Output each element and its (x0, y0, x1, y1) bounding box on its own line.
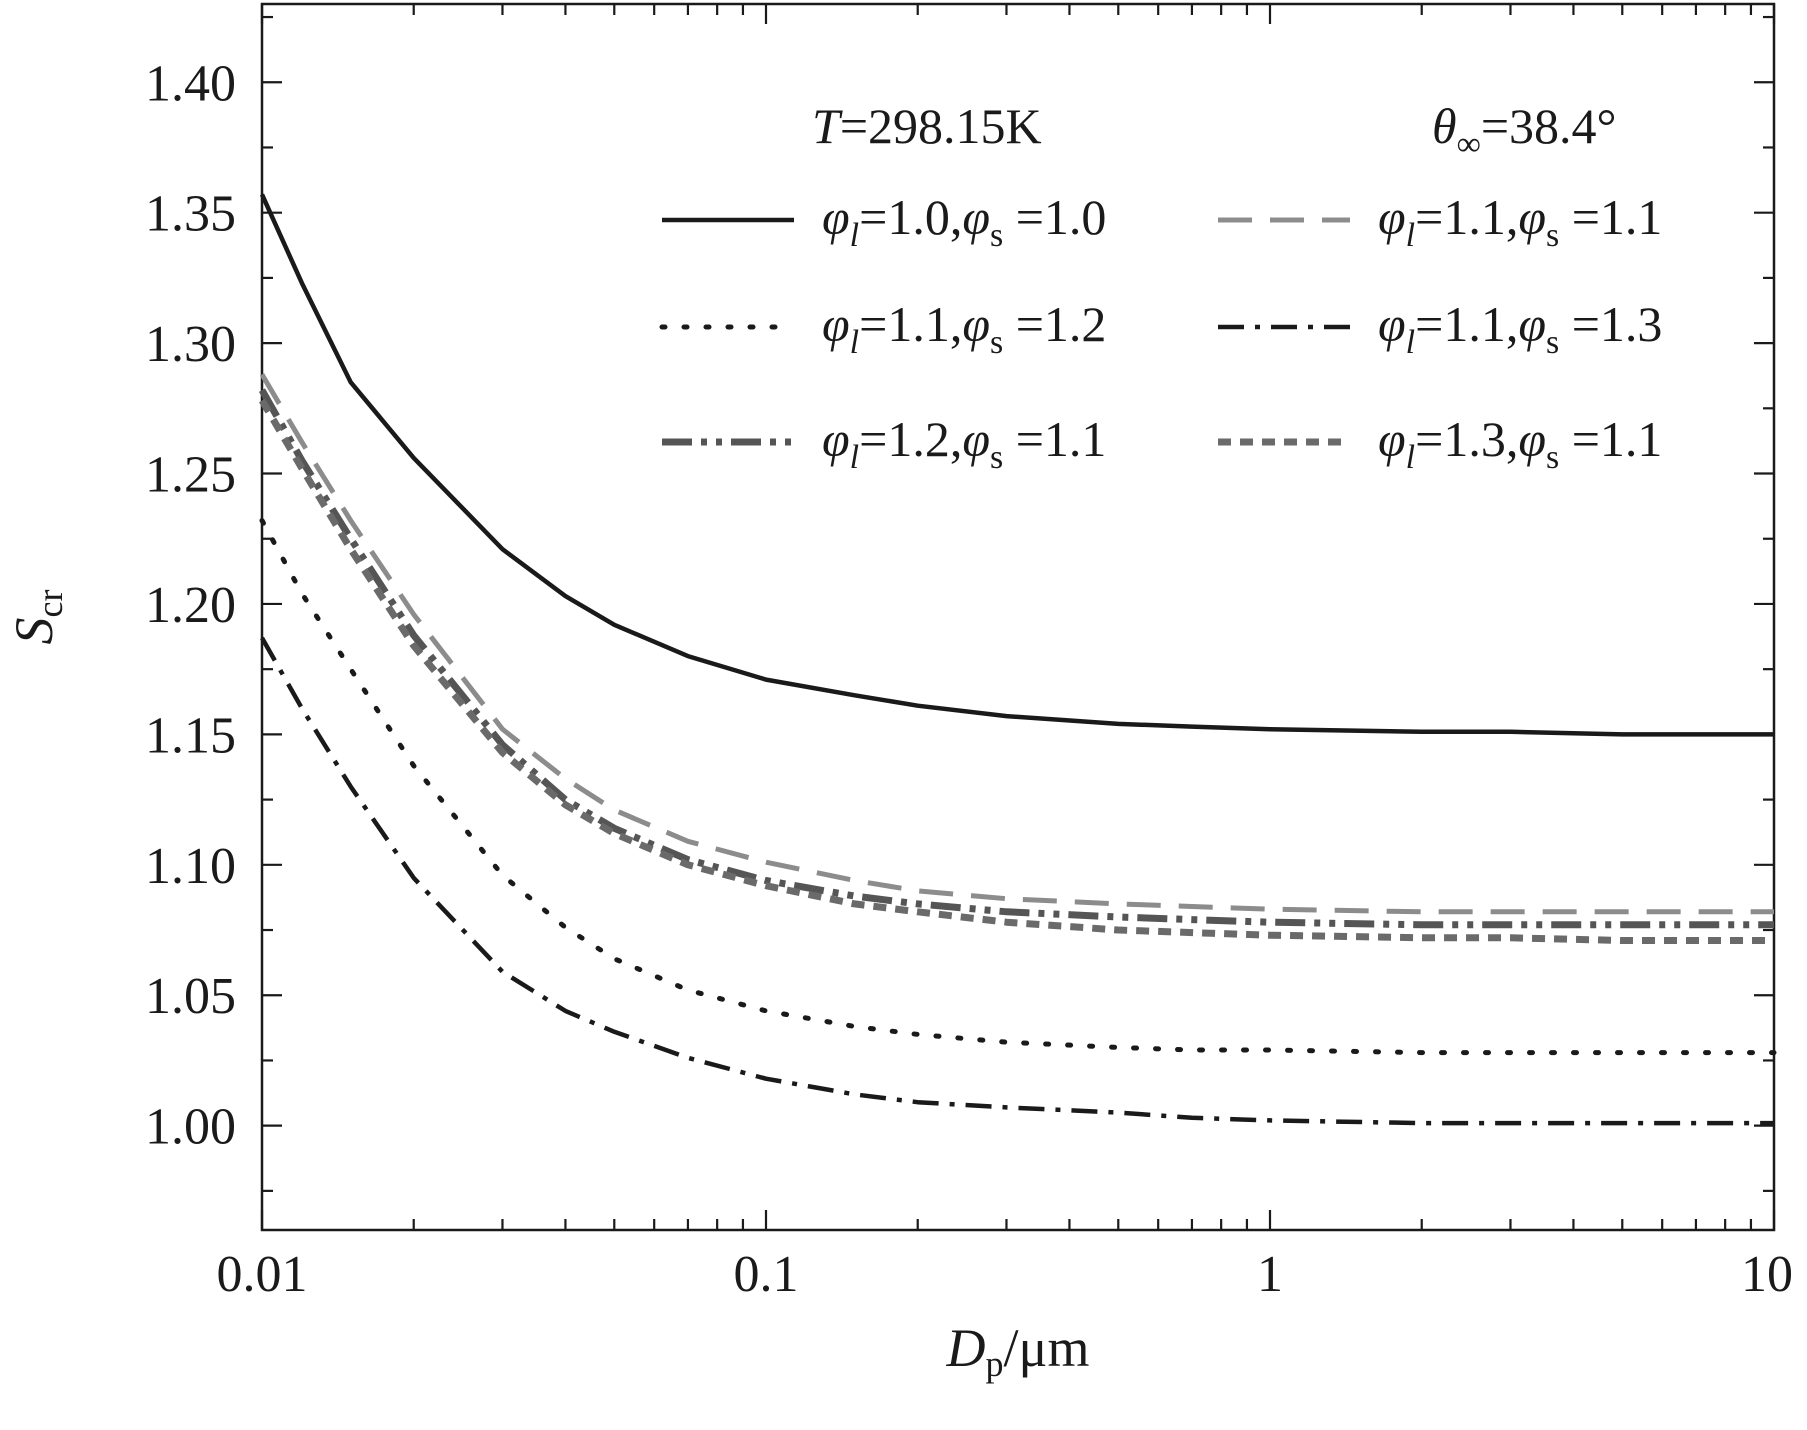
legend-label-part: s (990, 439, 1003, 476)
series-line-5 (258, 388, 1774, 929)
legend-label: φl=1.3,φs =1.1 (1378, 411, 1662, 476)
legend-item: φl=1.1,φs =1.3 (1218, 296, 1662, 361)
y-tick-label: 1.10 (145, 838, 236, 895)
legend-label-part: =1.1, (1415, 189, 1518, 245)
legend-label-part: φ (1378, 296, 1406, 352)
plot-frame (260, 2, 1776, 1232)
legend-label-part: l (1406, 439, 1415, 476)
legend-label-part: φ (1518, 296, 1546, 352)
y-tick-label: 1.30 (145, 316, 236, 373)
legend-label: φl=1.0,φs =1.0 (822, 189, 1106, 254)
x-axis-title-rest: /μm (1004, 1318, 1090, 1378)
legend-item: φl=1.1,φs =1.1 (1218, 189, 1662, 254)
series-line-4 (260, 636, 1774, 1126)
legend-label-part: =1.1 (1559, 411, 1662, 467)
legend-label: φl=1.2,φs =1.1 (822, 411, 1106, 476)
legend-label-part: φ (962, 296, 990, 352)
annotation-angle-symbol: θ (1432, 98, 1457, 154)
legend-item: φl=1.0,φs =1.0 (662, 189, 1106, 254)
x-tick-label: 0.01 (217, 1246, 308, 1303)
axis-ticks (260, 4, 1776, 1230)
legend-label-part: φ (962, 411, 990, 467)
legend-label-part: =1.1 (1559, 189, 1662, 245)
y-tick-label: 1.00 (145, 1099, 236, 1156)
annotation-angle-sub: ∞ (1457, 126, 1481, 163)
legend-item: φl=1.3,φs =1.1 (1218, 411, 1662, 476)
legend-label-part: φ (822, 189, 850, 245)
y-tick-label: 1.20 (145, 577, 236, 634)
legend-label-part: φ (1378, 189, 1406, 245)
legend-label-part: l (850, 324, 859, 361)
legend-label-part: l (1406, 324, 1415, 361)
legend-label-part: l (850, 217, 859, 254)
y-axis-title-main: S (4, 617, 64, 644)
legend-label-part: =1.3 (1559, 296, 1662, 352)
legend-label-part: φ (1518, 411, 1546, 467)
legend-label: φl=1.1,φs =1.1 (1378, 189, 1662, 254)
series-line-3 (259, 518, 1777, 1056)
legend-label-part: s (1546, 324, 1559, 361)
x-tick-label: 0.1 (734, 1246, 799, 1303)
x-axis-title: Dp/μm (946, 1318, 1090, 1384)
annotation-temperature-symbol: T (812, 98, 843, 154)
legend-item: φl=1.1,φs =1.2 (659, 296, 1106, 361)
legend-label-part: φ (822, 411, 850, 467)
y-tick-label: 1.35 (145, 186, 236, 243)
legend-label-part: s (1546, 217, 1559, 254)
y-tick-label: 1.25 (145, 447, 236, 504)
y-tick-label: 1.15 (145, 707, 236, 764)
legend-label: φl=1.1,φs =1.3 (1378, 296, 1662, 361)
x-tick-labels: 0.01 0.1 1 10 (217, 1246, 1794, 1303)
legend-label-part: =1.1, (859, 296, 962, 352)
legend-label-part: =1.1, (1415, 296, 1518, 352)
x-tick-label: 10 (1741, 1246, 1793, 1303)
y-tick-labels: 1.00 1.05 1.10 1.15 1.20 1.25 1.30 1.35 1.40 (145, 55, 236, 1155)
legend-label-part: φ (1378, 411, 1406, 467)
series-line-6 (258, 398, 1774, 944)
legend-label-part: s (990, 324, 1003, 361)
annotation-contact-angle: θ∞=38.4° (1432, 98, 1617, 163)
legend-label-part: =1.2 (1003, 296, 1106, 352)
annotation-temperature-value: =298.15K (840, 98, 1042, 154)
x-tick-label: 1 (1257, 1246, 1283, 1303)
legend-label-part: s (1546, 439, 1559, 476)
legend-label-part: =1.0 (1003, 189, 1106, 245)
legend-label-part: =1.3, (1415, 411, 1518, 467)
legend-label-part: l (1406, 217, 1415, 254)
series-layer (258, 193, 1777, 1126)
y-tick-label: 1.40 (145, 55, 236, 112)
legend-label-part: =1.0, (859, 189, 962, 245)
series-line-2 (259, 373, 1774, 915)
y-tick-label: 1.05 (145, 968, 236, 1025)
annotation-temperature: T=298.15K (812, 98, 1042, 154)
legend: φl=1.0,φs =1.0 φl=1.1,φs =1.1φl=1.1,φs =1… (659, 189, 1662, 476)
legend-label: φl=1.1,φs =1.2 (822, 296, 1106, 361)
legend-label-part: l (850, 439, 859, 476)
series-line-1 (259, 193, 1774, 737)
x-axis-title-sub: p (986, 1344, 1004, 1384)
y-axis-title: Scr (4, 590, 70, 645)
legend-label-part: s (990, 217, 1003, 254)
legend-label-part: =1.1 (1003, 411, 1106, 467)
legend-item: φl=1.2,φs =1.1 (662, 411, 1106, 476)
y-axis-title-sub: cr (30, 590, 70, 618)
x-axis-title-main: D (946, 1318, 986, 1378)
legend-label-part: φ (822, 296, 850, 352)
legend-label-part: φ (1518, 189, 1546, 245)
annotation-angle-value: =38.4° (1481, 98, 1617, 154)
legend-label-part: φ (962, 189, 990, 245)
legend-label-part: =1.2, (859, 411, 962, 467)
